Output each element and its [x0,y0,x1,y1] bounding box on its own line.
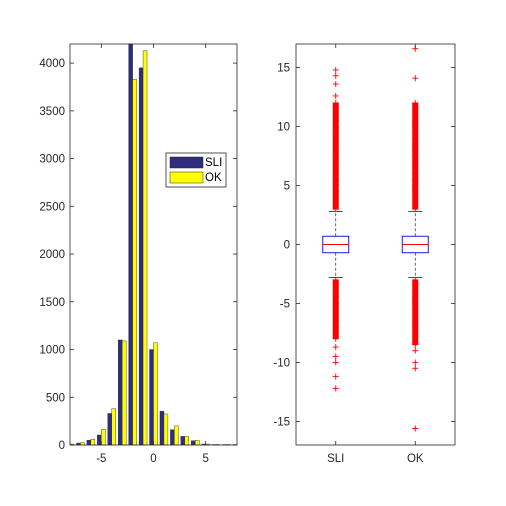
x-tick-label-ok: OK [407,453,424,465]
bar-sli-4 [191,440,196,446]
bar-ok-3 [184,436,189,446]
boxplot-x-ticks: SLI OK [327,44,424,465]
legend-swatch-sli [169,156,204,169]
y-tick-label: 4000 [39,58,65,70]
y-tick-label: -15 [273,416,290,428]
outlier-ok [412,365,419,372]
bar-sli--3 [118,339,123,446]
outlier-sli [332,66,339,73]
y-tick-label: 3000 [39,154,65,166]
bar-ok-1 [163,413,169,446]
bar-sli-0 [149,349,154,446]
outlier-sli [332,359,339,366]
y-tick-label: 0 [59,440,65,452]
outlier-band-low-sli [332,279,339,339]
boxplot-chart: -15 -10 -5 0 5 10 15 SLI OK [273,43,456,465]
outlier-sli [332,385,339,392]
outlier-sli [332,344,339,351]
y-tick-label: 0 [284,240,290,252]
bar-ok--6 [90,439,96,446]
y-tick-label: 500 [46,392,65,404]
outlier-band-high-ok [412,102,419,210]
outlier-sli [332,92,339,99]
bar-ok--4 [111,408,116,446]
outlier-ok [412,359,419,366]
bar-ok-2 [174,425,179,446]
histogram-legend: SLI OK [165,152,227,188]
y-tick-label: 2000 [39,249,65,261]
bar-ok--2 [132,79,137,446]
boxplot-plot-area [296,44,455,445]
x-tick-label: 5 [202,453,208,465]
legend-label-sli: SLI [205,157,222,169]
outlier-sli [332,72,339,79]
bar-sli-3 [180,436,186,446]
bar-sli-1 [159,410,165,446]
outlier-band-low-ok [412,279,419,345]
histogram-chart: 0 500 1000 1500 2000 2500 3000 3500 4000 -5 0 5 SL… [39,43,238,465]
y-tick-label: 5 [284,181,290,193]
y-tick-label: -5 [280,298,290,310]
x-tick-label: 0 [150,453,156,465]
boxplot-marks [322,45,429,432]
outlier-sli [332,373,339,380]
y-tick-label: 2500 [39,201,65,213]
histogram-x-ticks: -5 0 5 [96,44,209,465]
bar-sli--2 [128,43,133,446]
legend-swatch-ok [169,171,204,184]
outlier-sli [332,81,339,88]
y-tick-label: 10 [277,122,290,134]
histogram-bars [69,43,238,446]
bar-sli--5 [97,434,102,446]
bar-ok-4 [195,440,200,446]
outlier-ok [412,75,419,82]
legend-label-ok: OK [205,172,222,184]
x-tick-label-sli: SLI [327,453,344,465]
bar-sli-2 [170,429,175,446]
bar-sli--1 [138,67,144,446]
y-tick-label: -10 [273,357,290,369]
y-tick-label: 1000 [39,345,65,357]
y-tick-label: 1500 [39,297,65,309]
bar-ok--1 [142,50,148,446]
bar-sli--6 [86,440,92,446]
bar-ok-0 [153,342,158,446]
y-tick-label: 3500 [39,106,65,118]
bar-ok--5 [101,429,106,446]
outlier-ok [412,347,419,354]
histogram-y-ticks: 0 500 1000 1500 2000 2500 3000 3500 4000 [39,58,237,452]
bar-sli--4 [107,413,112,446]
y-tick-label: 15 [277,63,290,75]
boxplot-y-ticks: -15 -10 -5 0 5 10 15 [273,63,455,428]
bar-ok--3 [121,340,127,446]
outlier-sli [332,353,339,360]
outlier-ok [412,425,419,432]
outlier-band-high-sli [332,102,339,210]
x-tick-label: -5 [96,453,106,465]
